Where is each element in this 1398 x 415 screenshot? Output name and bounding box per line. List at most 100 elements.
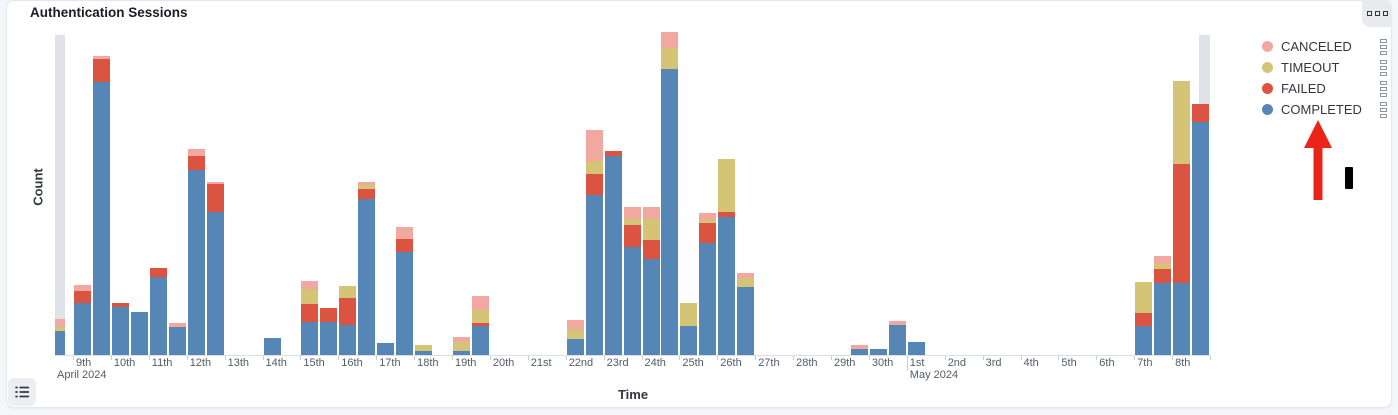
bar-segment-completed[interactable]: [604, 156, 622, 355]
histogram-bar[interactable]: [168, 323, 186, 355]
bar-segment-timeout[interactable]: [54, 327, 65, 331]
bar-segment-canceled[interactable]: [453, 337, 470, 342]
bar-segment-canceled[interactable]: [699, 213, 717, 220]
bar-segment-failed[interactable]: [74, 291, 91, 303]
bar-segment-canceled[interactable]: [54, 319, 65, 327]
bar-segment-completed[interactable]: [661, 69, 679, 355]
histogram-bar[interactable]: [149, 268, 167, 355]
bar-segment-failed[interactable]: [206, 184, 224, 212]
bar-segment-completed[interactable]: [680, 326, 698, 355]
histogram-bar[interactable]: [1192, 104, 1210, 355]
histogram-bar[interactable]: [642, 207, 660, 355]
bar-segment-timeout[interactable]: [1173, 81, 1191, 164]
histogram-bar[interactable]: [453, 337, 470, 355]
histogram-bar[interactable]: [699, 213, 717, 355]
histogram-bar[interactable]: [680, 303, 698, 355]
histogram-bar[interactable]: [661, 32, 679, 355]
bar-segment-failed[interactable]: [471, 323, 489, 326]
bar-segment-completed[interactable]: [187, 170, 205, 355]
legend-toggle-button[interactable]: [8, 378, 36, 406]
bar-segment-failed[interactable]: [358, 189, 376, 199]
bar-segment-failed[interactable]: [623, 225, 641, 247]
histogram-bar[interactable]: [585, 130, 603, 355]
bar-segment-failed[interactable]: [1173, 164, 1191, 283]
bar-segment-completed[interactable]: [566, 339, 584, 355]
bar-segment-timeout[interactable]: [642, 219, 660, 240]
histogram-bar[interactable]: [130, 312, 148, 355]
bar-segment-failed[interactable]: [699, 223, 717, 243]
bar-segment-canceled[interactable]: [623, 207, 641, 219]
bar-segment-completed[interactable]: [718, 217, 736, 355]
bar-segment-completed[interactable]: [1154, 283, 1172, 355]
bar-segment-timeout[interactable]: [623, 219, 641, 225]
bar-segment-canceled[interactable]: [301, 281, 319, 289]
bar-segment-timeout[interactable]: [1135, 282, 1153, 313]
legend-drag-handle-icon[interactable]: [1380, 38, 1388, 55]
bar-segment-completed[interactable]: [320, 322, 338, 355]
bar-segment-canceled[interactable]: [585, 130, 603, 161]
bar-segment-completed[interactable]: [74, 303, 91, 355]
histogram-bar[interactable]: [54, 319, 65, 355]
bar-segment-completed[interactable]: [1173, 283, 1191, 355]
bar-segment-canceled[interactable]: [471, 296, 489, 310]
bar-segment-canceled[interactable]: [1154, 256, 1172, 264]
histogram-bar[interactable]: [263, 338, 281, 355]
bar-segment-timeout[interactable]: [339, 286, 357, 298]
histogram-bar[interactable]: [396, 227, 414, 355]
bar-segment-failed[interactable]: [1154, 269, 1172, 283]
legend-drag-handle-icon[interactable]: [1380, 59, 1388, 76]
bar-segment-timeout[interactable]: [661, 48, 679, 69]
bar-segment-failed[interactable]: [604, 151, 622, 156]
histogram-bar[interactable]: [92, 56, 110, 355]
bar-segment-completed[interactable]: [585, 195, 603, 355]
histogram-bar[interactable]: [623, 207, 641, 355]
bar-segment-completed[interactable]: [699, 243, 717, 355]
histogram-bar[interactable]: [1135, 282, 1153, 355]
bar-segment-failed[interactable]: [585, 174, 603, 195]
legend-item-timeout[interactable]: TIMEOUT: [1262, 59, 1340, 76]
histogram-bar[interactable]: [206, 182, 224, 355]
bar-segment-canceled[interactable]: [737, 273, 755, 278]
bar-segment-canceled[interactable]: [566, 320, 584, 329]
bar-segment-completed[interactable]: [339, 325, 357, 355]
bar-segment-failed[interactable]: [301, 304, 319, 322]
bar-segment-failed[interactable]: [111, 303, 129, 307]
legend-item-completed[interactable]: COMPLETED: [1262, 101, 1362, 118]
bar-segment-timeout[interactable]: [1154, 264, 1172, 269]
bar-segment-completed[interactable]: [301, 322, 319, 355]
bar-segment-canceled[interactable]: [642, 207, 660, 219]
bar-segment-timeout[interactable]: [680, 303, 698, 326]
bar-segment-completed[interactable]: [130, 312, 148, 355]
bar-segment-completed[interactable]: [471, 326, 489, 355]
bar-segment-timeout[interactable]: [737, 278, 755, 287]
bar-segment-canceled[interactable]: [358, 182, 376, 185]
bar-segment-completed[interactable]: [92, 82, 110, 355]
legend-item-canceled[interactable]: CANCELED: [1262, 38, 1352, 55]
histogram-bar[interactable]: [888, 321, 906, 355]
bar-segment-timeout[interactable]: [566, 329, 584, 339]
bar-segment-failed[interactable]: [1135, 313, 1153, 326]
bar-segment-failed[interactable]: [92, 59, 110, 82]
bar-segment-completed[interactable]: [111, 307, 129, 355]
histogram-bar[interactable]: [471, 296, 489, 355]
bar-segment-completed[interactable]: [263, 338, 281, 355]
bar-segment-canceled[interactable]: [206, 182, 224, 184]
histogram-bar[interactable]: [604, 151, 622, 355]
histogram-bar[interactable]: [1154, 256, 1172, 355]
bar-segment-completed[interactable]: [869, 349, 887, 355]
bar-segment-timeout[interactable]: [453, 342, 470, 351]
histogram-bar[interactable]: [869, 349, 887, 355]
histogram-bar[interactable]: [718, 159, 736, 355]
legend-item-failed[interactable]: FAILED: [1262, 80, 1326, 97]
bar-segment-completed[interactable]: [377, 343, 395, 355]
bar-segment-timeout[interactable]: [301, 289, 319, 304]
bar-segment-completed[interactable]: [907, 342, 925, 355]
histogram-bar[interactable]: [111, 303, 129, 355]
bar-segment-timeout[interactable]: [358, 185, 376, 189]
bar-segment-canceled[interactable]: [92, 56, 110, 59]
bar-segment-completed[interactable]: [850, 349, 868, 355]
histogram-bar[interactable]: [187, 149, 205, 355]
bar-segment-completed[interactable]: [206, 212, 224, 355]
legend-drag-handle-icon[interactable]: [1380, 101, 1388, 118]
bar-segment-completed[interactable]: [453, 351, 470, 355]
